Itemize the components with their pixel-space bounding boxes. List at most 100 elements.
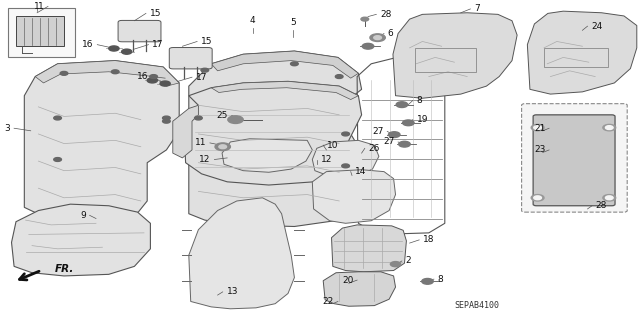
Circle shape [388,132,400,137]
Text: 1: 1 [35,2,40,11]
Polygon shape [312,140,379,179]
Polygon shape [189,51,362,226]
Text: 21: 21 [534,124,545,133]
Polygon shape [173,105,198,158]
Text: 20: 20 [342,276,353,285]
Circle shape [390,262,401,267]
Circle shape [603,124,616,131]
Polygon shape [16,16,64,46]
Circle shape [54,116,61,120]
Circle shape [531,195,544,201]
Circle shape [534,196,541,200]
Text: 28: 28 [380,10,392,19]
Circle shape [60,71,68,75]
Polygon shape [393,13,517,98]
Text: 8: 8 [417,96,422,105]
Circle shape [111,70,119,74]
Circle shape [422,278,433,284]
Circle shape [534,126,541,130]
Text: 12: 12 [199,155,211,164]
Text: 26: 26 [369,144,380,153]
Circle shape [122,49,132,54]
Circle shape [399,141,410,147]
Text: 9: 9 [80,211,86,220]
Bar [544,48,608,67]
Polygon shape [332,225,406,272]
Bar [415,48,476,72]
Circle shape [603,195,616,201]
Polygon shape [527,11,637,94]
Text: 18: 18 [423,235,435,244]
Text: 8: 8 [438,275,444,284]
Circle shape [291,62,298,66]
Text: 13: 13 [227,287,238,296]
Circle shape [362,43,374,49]
Circle shape [605,196,613,200]
Circle shape [163,116,170,120]
Circle shape [150,75,157,78]
Circle shape [374,36,381,40]
Polygon shape [24,61,179,223]
Text: SEPAB4100: SEPAB4100 [454,301,499,310]
Polygon shape [222,139,312,172]
Text: 17: 17 [152,40,164,49]
Circle shape [109,46,119,51]
Circle shape [342,132,349,136]
Text: 14: 14 [355,167,366,176]
Text: FR.: FR. [54,264,74,274]
Polygon shape [12,204,150,276]
Circle shape [403,120,414,126]
Text: 27: 27 [372,127,383,136]
Text: 10: 10 [327,141,339,150]
FancyBboxPatch shape [522,104,627,212]
Polygon shape [312,170,396,223]
Text: 25: 25 [216,111,228,120]
Text: 5: 5 [291,18,296,27]
Text: 16: 16 [82,40,93,49]
Text: 28: 28 [596,201,607,210]
Polygon shape [35,61,179,86]
Polygon shape [184,81,362,185]
Circle shape [219,145,227,149]
Circle shape [342,164,349,168]
Text: 24: 24 [591,22,603,31]
Circle shape [163,119,170,123]
Bar [8,8,75,57]
Text: 11: 11 [195,138,206,147]
Circle shape [361,17,369,21]
Circle shape [228,116,243,123]
FancyBboxPatch shape [169,48,212,69]
Polygon shape [211,51,358,78]
Text: 22: 22 [323,297,334,306]
Circle shape [195,116,202,120]
Text: 12: 12 [321,155,332,164]
Text: 17: 17 [196,73,207,82]
Circle shape [605,126,613,130]
Text: 1: 1 [38,2,44,11]
Text: 4: 4 [250,16,255,25]
FancyBboxPatch shape [533,115,615,206]
Text: 3: 3 [4,124,10,133]
Polygon shape [323,272,396,306]
Circle shape [147,78,157,83]
Circle shape [201,68,209,72]
Circle shape [160,81,170,86]
Text: 7: 7 [474,4,480,13]
Circle shape [335,75,343,78]
Circle shape [370,34,385,41]
Circle shape [396,102,408,108]
Text: 23: 23 [534,145,545,154]
Text: 15: 15 [150,9,161,18]
Polygon shape [211,81,358,100]
Polygon shape [189,198,294,309]
Text: 27: 27 [383,137,394,146]
Text: 15: 15 [201,37,212,46]
Text: 6: 6 [388,29,394,38]
Text: 19: 19 [417,115,428,124]
Circle shape [531,124,544,131]
FancyBboxPatch shape [118,20,161,42]
Circle shape [215,143,230,151]
Text: 2: 2 [406,256,412,265]
Circle shape [54,158,61,161]
Text: 16: 16 [137,72,148,81]
